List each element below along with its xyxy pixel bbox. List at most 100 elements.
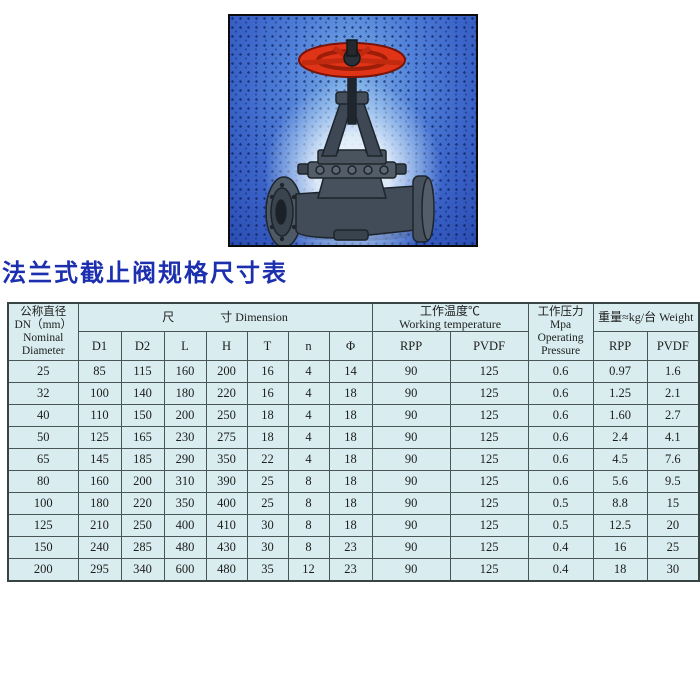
table-cell: 90: [371, 536, 451, 559]
table-row: 80 160 200 310 390 25 8 18 90 125 0.6 5.6 9.5: [7, 470, 700, 493]
table-cell: 200: [120, 470, 165, 493]
header-line: Diameter: [21, 345, 65, 357]
table-cell: 180: [163, 382, 207, 405]
header-line: 工作压力Mpa: [537, 306, 584, 331]
table-cell: 210: [77, 514, 122, 537]
header-line: 工作温度℃: [420, 303, 481, 318]
table-cell: 125: [449, 536, 529, 559]
valve-photo: [228, 14, 478, 247]
header-col-t: T: [246, 331, 289, 361]
table-cell: 400: [163, 514, 207, 537]
table-cell: 0.6: [527, 404, 594, 427]
table-cell: 400: [205, 492, 248, 515]
table-cell: 8: [287, 470, 330, 493]
header-col-d1: D1: [77, 331, 122, 361]
table-cell: 1.6: [646, 360, 700, 383]
table-cell: 150: [7, 536, 79, 559]
table-cell: 0.6: [527, 470, 594, 493]
table-cell: 18: [328, 404, 373, 427]
table-cell: 18: [328, 448, 373, 471]
table-cell: 600: [163, 558, 207, 582]
header-line: 公称直径: [20, 306, 67, 318]
table-row: 200 295 340 600 480 35 12 23 90 125 0.4 18 30: [7, 558, 700, 582]
table-row: 25 85 115 160 200 16 4 14 90 125 0.6 0.97 1.6: [7, 360, 700, 383]
table-cell: 250: [120, 514, 165, 537]
header-col-n: n: [287, 331, 330, 361]
table-cell: 4.1: [646, 426, 700, 449]
header-line: Working temperature: [399, 316, 502, 331]
table-cell: 90: [371, 448, 451, 471]
table-cell: 115: [120, 360, 165, 383]
table-cell: 125: [77, 426, 122, 449]
header-line: Nominal: [23, 332, 64, 344]
table-cell: 125: [449, 470, 529, 493]
table-row: 32 100 140 180 220 16 4 18 90 125 0.6 1.25 2.1: [7, 382, 700, 405]
table-cell: 340: [120, 558, 165, 582]
table-cell: 200: [7, 558, 79, 582]
table-cell: 8.8: [592, 492, 648, 515]
table-cell: 8: [287, 536, 330, 559]
table-cell: 1.60: [592, 404, 648, 427]
table-cell: 18: [328, 382, 373, 405]
table-cell: 18: [246, 426, 289, 449]
table-cell: 32: [7, 382, 79, 405]
table-cell: 7.6: [646, 448, 700, 471]
header-temp-rpp: RPP: [371, 331, 451, 361]
table-cell: 25: [646, 536, 700, 559]
table-cell: 200: [205, 360, 248, 383]
table-cell: 125: [449, 404, 529, 427]
table-cell: 180: [77, 492, 122, 515]
table-cell: 310: [163, 470, 207, 493]
table-cell: 90: [371, 514, 451, 537]
table-cell: 390: [205, 470, 248, 493]
table-cell: 90: [371, 404, 451, 427]
page-title: 法兰式截止阀规格尺寸表: [2, 261, 288, 287]
table-cell: 110: [77, 404, 122, 427]
table-cell: 2.1: [646, 382, 700, 405]
table-cell: 5.6: [592, 470, 648, 493]
table-cell: 125: [449, 492, 529, 515]
table-cell: 0.5: [527, 514, 594, 537]
table-cell: 125: [449, 382, 529, 405]
table-cell: 16: [592, 536, 648, 559]
table-cell: 0.6: [527, 448, 594, 471]
table-cell: 23: [328, 536, 373, 559]
table-cell: 90: [371, 360, 451, 383]
table-row: 100 180 220 350 400 25 8 18 90 125 0.5 8.8 15: [7, 492, 700, 515]
spec-table: 公称直径 DN（mm） Nominal Diameter 尺 寸 Dimensi…: [7, 302, 700, 582]
header-nominal-diameter: 公称直径 DN（mm） Nominal Diameter: [7, 302, 79, 361]
table-cell: 15: [646, 492, 700, 515]
header-line: Pressure: [541, 345, 581, 357]
table-cell: 90: [371, 426, 451, 449]
table-cell: 18: [246, 404, 289, 427]
table-cell: 25: [246, 492, 289, 515]
valve-bonnet-group: [297, 141, 407, 179]
table-cell: 240: [77, 536, 122, 559]
header-dimension: 尺 寸 Dimension: [77, 302, 373, 332]
table-cell: 18: [328, 426, 373, 449]
table-cell: 295: [77, 558, 122, 582]
table-row: 65 145 185 290 350 22 4 18 90 125 0.6 4.5 7.6: [7, 448, 700, 471]
table-cell: 185: [120, 448, 165, 471]
table-cell: 125: [449, 360, 529, 383]
table-cell: 125: [449, 426, 529, 449]
table-cell: 430: [205, 536, 248, 559]
table-row: 40 110 150 200 250 18 4 18 90 125 0.6 1.60 2.7: [7, 404, 700, 427]
header-weight: 重量≈kg/台 Weight: [592, 302, 700, 332]
table-cell: 0.6: [527, 382, 594, 405]
table-cell: 12.5: [592, 514, 648, 537]
table-cell: 410: [205, 514, 248, 537]
table-row: 50 125 165 230 275 18 4 18 90 125 0.6 2.4 4.1: [7, 426, 700, 449]
table-cell: 100: [77, 382, 122, 405]
table-cell: 350: [163, 492, 207, 515]
table-cell: 25: [7, 360, 79, 383]
table-cell: 165: [120, 426, 165, 449]
header-operating-pressure: 工作压力Mpa Operating Pressure: [527, 302, 594, 361]
table-cell: 220: [205, 382, 248, 405]
table-cell: 20: [646, 514, 700, 537]
table-cell: 90: [371, 558, 451, 582]
table-cell: 30: [246, 536, 289, 559]
table-cell: 250: [205, 404, 248, 427]
table-cell: 9.5: [646, 470, 700, 493]
table-cell: 4: [287, 426, 330, 449]
